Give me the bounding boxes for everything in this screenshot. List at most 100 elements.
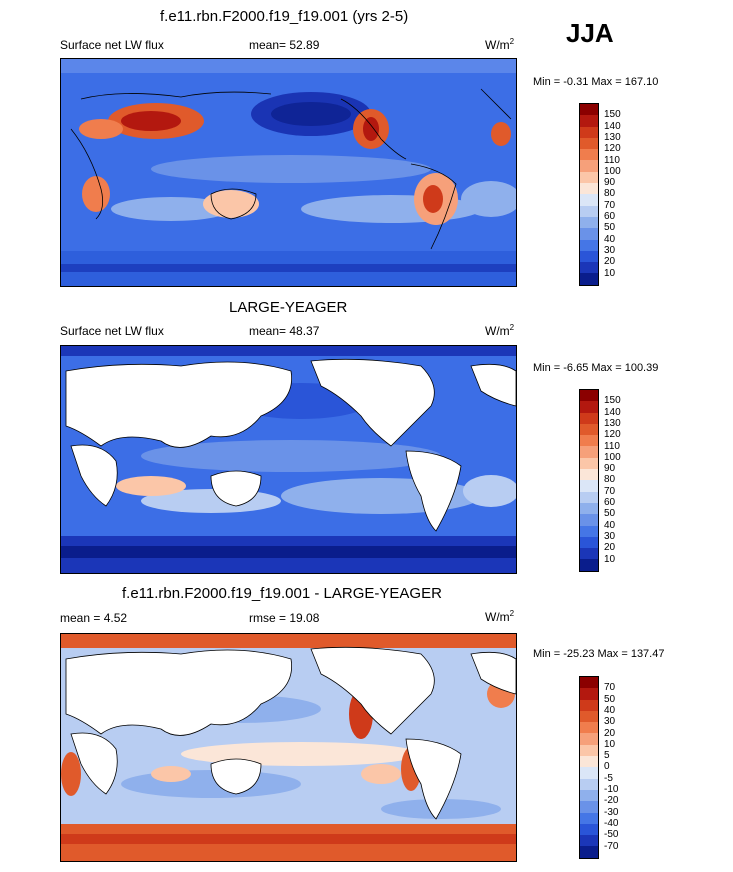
colorbar-label: 100 bbox=[604, 165, 621, 177]
colorbar-label: 130 bbox=[604, 131, 621, 143]
colorbar-label: -5 bbox=[604, 772, 613, 784]
panel3-mean-label: mean = 4.52 bbox=[60, 611, 128, 625]
colorbar-box bbox=[580, 491, 598, 503]
colorbar-label: 100 bbox=[604, 451, 621, 463]
colorbar-label: 10 bbox=[604, 267, 616, 279]
panel1-units-sup: 2 bbox=[509, 37, 515, 46]
colorbar-label: 90 bbox=[604, 463, 616, 475]
colorbar-box bbox=[580, 262, 598, 274]
colorbar-box bbox=[580, 457, 598, 470]
colorbar-box bbox=[580, 104, 598, 116]
colorbar-label: 80 bbox=[604, 474, 616, 486]
colorbar-label: 20 bbox=[604, 727, 616, 739]
colorbar-label: 40 bbox=[604, 704, 616, 716]
colorbar-label: 10 bbox=[604, 553, 616, 565]
colorbar-box bbox=[580, 789, 598, 802]
colorbar-box bbox=[580, 480, 598, 492]
colorbar-label: 50 bbox=[604, 508, 616, 520]
panel3-units-sup: 2 bbox=[509, 609, 515, 618]
colorbar-label: 30 bbox=[604, 530, 616, 542]
colorbar-box bbox=[580, 160, 598, 172]
colorbar-box bbox=[580, 756, 598, 768]
colorbar-box bbox=[580, 710, 598, 723]
colorbar-label: -40 bbox=[604, 817, 619, 829]
panel2-variable-label: Surface net LW flux bbox=[60, 324, 164, 338]
panel2-colorbar bbox=[579, 389, 599, 572]
panel3-rmse-label: rmse = 19.08 bbox=[249, 611, 320, 625]
colorbar-label: 30 bbox=[604, 244, 616, 256]
colorbar-label: -30 bbox=[604, 806, 619, 818]
colorbar-label: 150 bbox=[604, 109, 621, 121]
colorbar-box bbox=[580, 423, 598, 436]
colorbar-box bbox=[580, 733, 598, 745]
colorbar-box bbox=[580, 194, 598, 206]
colorbar-box bbox=[580, 228, 598, 240]
colorbar-label: 40 bbox=[604, 233, 616, 245]
panel1-variable-label: Surface net LW flux bbox=[60, 38, 164, 52]
colorbar-box bbox=[580, 767, 598, 779]
colorbar-label: 110 bbox=[604, 154, 620, 166]
panel1-title: f.e11.rbn.F2000.f19_f19.001 (yrs 2-5) bbox=[160, 8, 409, 25]
colorbar-label: 10 bbox=[604, 738, 616, 750]
colorbar-label: 20 bbox=[604, 256, 616, 268]
colorbar-label: 90 bbox=[604, 177, 616, 189]
panel1-colorbar bbox=[579, 103, 599, 286]
panel1-minmax: Min = -0.31 Max = 167.10 bbox=[533, 76, 659, 88]
colorbar-box bbox=[580, 250, 598, 263]
colorbar-box bbox=[580, 435, 598, 447]
colorbar-label: 60 bbox=[604, 211, 616, 222]
colorbar-box bbox=[580, 216, 598, 229]
colorbar-label: 150 bbox=[604, 395, 621, 407]
panel1-mean-label: mean= 52.89 bbox=[249, 38, 320, 52]
colorbar-box bbox=[580, 744, 598, 757]
panel3-minmax: Min = -25.23 Max = 137.47 bbox=[533, 648, 665, 660]
colorbar-label: 80 bbox=[604, 188, 616, 200]
colorbar-box bbox=[580, 835, 598, 847]
colorbar-box bbox=[580, 390, 598, 402]
colorbar-box bbox=[580, 559, 598, 571]
panel2-units-sup: 2 bbox=[509, 323, 515, 332]
season-label: JJA bbox=[566, 18, 614, 48]
colorbar-label: 5 bbox=[604, 750, 610, 762]
colorbar-box bbox=[580, 722, 598, 734]
colorbar-label: -70 bbox=[604, 840, 619, 852]
panel1-map bbox=[60, 58, 517, 287]
colorbar-label: -50 bbox=[604, 829, 619, 841]
panel2-map-field bbox=[61, 346, 516, 573]
panel3-map-field bbox=[61, 634, 516, 861]
colorbar-label: 140 bbox=[604, 120, 621, 132]
colorbar-label: 50 bbox=[604, 693, 616, 705]
panel3-colorbar bbox=[579, 676, 599, 859]
colorbar-box bbox=[580, 688, 598, 700]
colorbar-box bbox=[580, 536, 598, 549]
panel1-units-main: W/m bbox=[485, 38, 510, 52]
colorbar-label: 70 bbox=[604, 485, 616, 497]
colorbar-box bbox=[580, 183, 598, 195]
panel2-units: W/m2 bbox=[485, 323, 514, 338]
panel3-units: W/m2 bbox=[485, 609, 514, 624]
colorbar-label: 140 bbox=[604, 406, 621, 418]
colorbar-box bbox=[580, 812, 598, 824]
colorbar-label: 0 bbox=[604, 761, 610, 773]
colorbar-label: -20 bbox=[604, 795, 619, 807]
colorbar-box bbox=[580, 525, 598, 537]
colorbar-box bbox=[580, 137, 598, 150]
colorbar-label: 70 bbox=[604, 682, 616, 694]
colorbar-box bbox=[580, 823, 598, 836]
panel1-units: W/m2 bbox=[485, 37, 514, 52]
colorbar-box bbox=[580, 273, 598, 285]
panel2-map bbox=[60, 345, 517, 574]
colorbar-box bbox=[580, 548, 598, 560]
colorbar-label: 60 bbox=[604, 497, 616, 508]
panel2-mean-label: mean= 48.37 bbox=[249, 324, 320, 338]
colorbar-label: 30 bbox=[604, 716, 616, 728]
colorbar-box bbox=[580, 469, 598, 481]
colorbar-box bbox=[580, 126, 598, 138]
colorbar-box bbox=[580, 205, 598, 217]
colorbar-box bbox=[580, 149, 598, 161]
panel1-map-field bbox=[61, 59, 516, 286]
panel3-units-main: W/m bbox=[485, 610, 510, 624]
colorbar-box bbox=[580, 801, 598, 813]
colorbar-box bbox=[580, 514, 598, 526]
colorbar-box bbox=[580, 239, 598, 251]
